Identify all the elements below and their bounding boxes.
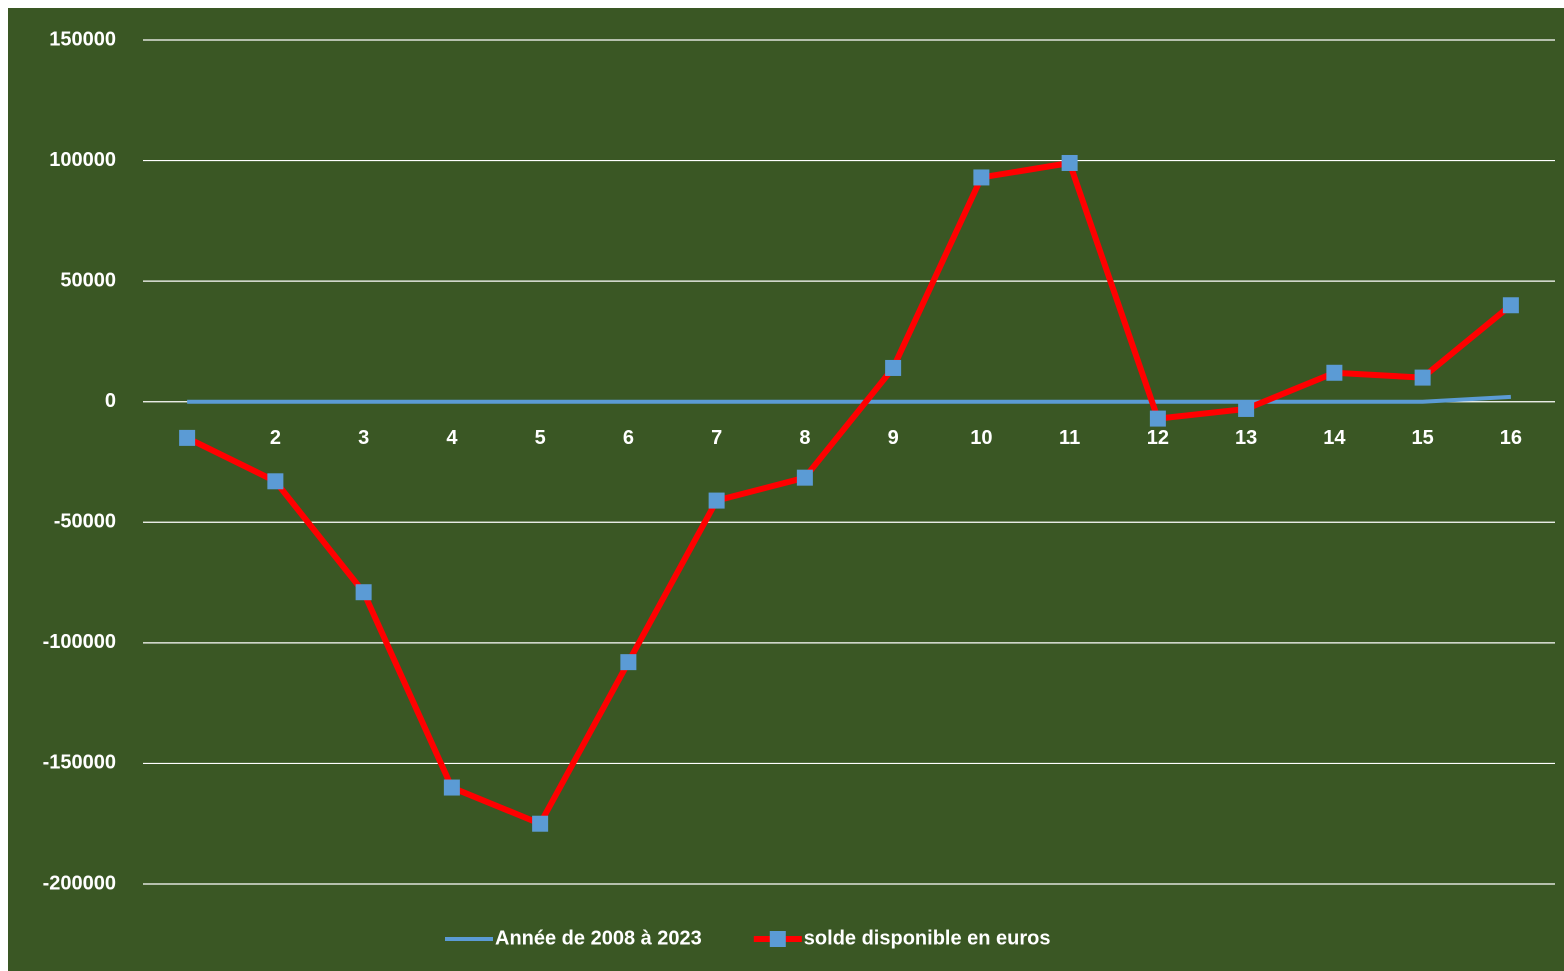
x-tick-label: 16 [1500, 427, 1522, 449]
x-tick-label: 9 [888, 427, 899, 449]
x-tick-label: 4 [446, 427, 458, 449]
point-marker [973, 169, 990, 186]
point-marker [267, 473, 284, 490]
x-tick-label: 12 [1147, 427, 1169, 449]
point-marker [620, 654, 637, 671]
point-marker [355, 584, 372, 601]
series-line [185, 159, 1513, 827]
y-tick-label: 100000 [49, 149, 116, 171]
x-tick-label: 13 [1235, 427, 1257, 449]
y-tick-label: -100000 [43, 631, 116, 653]
y-tick-label: -150000 [43, 752, 116, 774]
point-marker [796, 469, 813, 486]
y-tick-label: 150000 [49, 28, 116, 50]
series-line [187, 394, 1511, 404]
x-tick-label: 6 [623, 427, 634, 449]
x-tick-label: 10 [970, 427, 992, 449]
point-marker [1414, 369, 1431, 386]
point-marker [885, 359, 902, 376]
chart-background [8, 8, 1564, 971]
y-tick-label: 0 [105, 390, 116, 412]
x-tick-label: 2 [270, 427, 281, 449]
point-marker [443, 779, 460, 796]
x-tick-label: 3 [358, 427, 369, 449]
point-marker [1326, 364, 1343, 381]
legend-marker [769, 931, 786, 947]
point-marker [1061, 154, 1078, 171]
point-marker [532, 815, 549, 832]
x-tick-label: 7 [711, 427, 722, 449]
x-tick-label: 14 [1323, 427, 1346, 449]
legend-label: Année de 2008 à 2023 [495, 927, 702, 949]
y-tick-label: 50000 [60, 269, 116, 291]
x-tick-label: 15 [1412, 427, 1434, 449]
point-marker [708, 492, 725, 509]
point-marker [179, 429, 196, 446]
x-tick-label: 11 [1059, 427, 1080, 449]
legend-label: solde disponible en euros [804, 927, 1051, 949]
x-tick-label: 5 [535, 427, 546, 449]
point-marker [1502, 297, 1519, 314]
y-tick-label: -50000 [54, 511, 116, 533]
x-tick-label: 8 [799, 427, 810, 449]
y-tick-label: -200000 [43, 872, 116, 894]
point-marker [1238, 400, 1255, 417]
point-marker [1149, 410, 1166, 427]
